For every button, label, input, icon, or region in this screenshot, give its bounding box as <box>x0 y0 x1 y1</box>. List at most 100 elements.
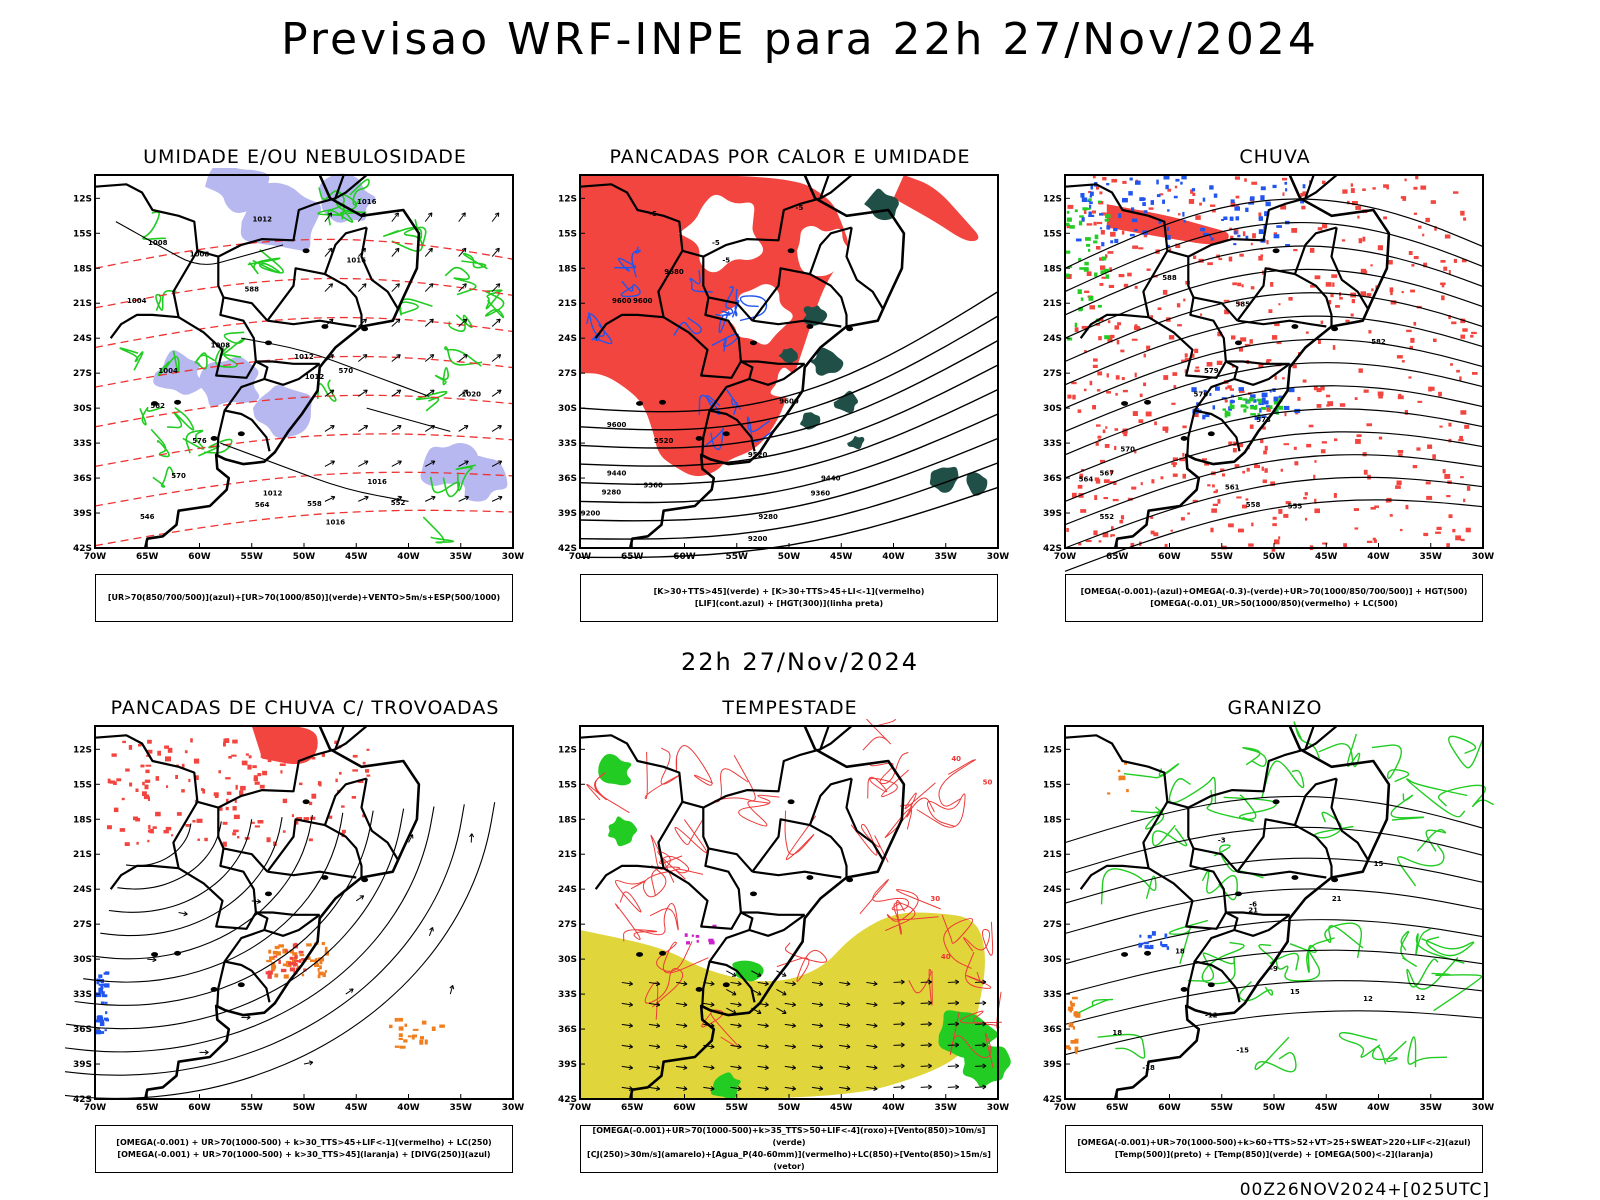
rain-speckle-red <box>1078 542 1082 546</box>
lifted-index-contour <box>673 317 702 336</box>
storm-speckle-red <box>128 745 133 750</box>
lifted-index-contour <box>620 280 641 298</box>
storm-speckle-orange <box>318 957 325 962</box>
rain-speckle-red <box>1102 177 1107 181</box>
wind-vector-850 <box>955 1042 960 1048</box>
rain-speckle-green <box>1066 337 1073 341</box>
rain-speckle-red <box>1390 290 1393 296</box>
contour-label: -3 <box>1218 837 1226 845</box>
lon-label: 40W <box>1367 552 1390 562</box>
storm-speckle-orange <box>398 1033 403 1038</box>
storm-speckle-red <box>222 841 227 847</box>
wind-vector-850 <box>982 979 987 985</box>
rain-speckle-green <box>1097 304 1102 308</box>
wind-vector-850 <box>784 1065 796 1069</box>
rain-speckle-green <box>1093 240 1098 244</box>
wind-vector-850 <box>737 1002 742 1008</box>
pressure-contour <box>115 221 284 265</box>
rain-speckle-red <box>1134 285 1138 289</box>
streamline-arrow <box>469 833 475 838</box>
rain-speckle-red <box>1466 486 1471 491</box>
rain-speckle-red <box>1103 497 1108 500</box>
streamline-850-red <box>916 793 966 828</box>
rain-speckle-blue <box>1235 216 1240 221</box>
lat-label: 12S <box>73 745 92 755</box>
storm-speckle-red <box>147 839 150 843</box>
rain-speckle-red <box>1415 175 1419 180</box>
rain-speckle-red <box>1268 309 1273 313</box>
wind-vector <box>396 389 402 394</box>
wind-vector-850 <box>730 981 742 985</box>
wind-vector <box>328 283 334 288</box>
humidity-1000-850-contour <box>415 390 448 412</box>
storm-speckle-red <box>352 754 358 758</box>
wind-vector <box>491 425 502 432</box>
wind-vector-850 <box>982 1021 987 1027</box>
rain-speckle-red <box>1238 528 1244 533</box>
rain-speckle-blue <box>1156 179 1159 185</box>
rain-speckle-blue <box>1230 199 1235 203</box>
wind-vector <box>394 212 399 217</box>
storm-speckle-red <box>257 820 264 824</box>
lat-label: 18S <box>73 815 92 825</box>
height-300-contour <box>579 388 999 486</box>
wind-vector-850 <box>757 1065 769 1069</box>
streamline-250 <box>74 810 374 1006</box>
wind-vector-850 <box>764 1023 769 1029</box>
storm-speckle-red <box>145 769 150 774</box>
contour-label: 588 <box>1162 274 1177 282</box>
lat-label: 33S <box>73 439 92 449</box>
rain-speckle-red <box>1098 540 1102 543</box>
storm-speckle-orange <box>439 1024 445 1028</box>
rain-speckle-red <box>1193 255 1197 259</box>
streamline-arrow <box>428 927 434 936</box>
contour-label: -5 <box>722 256 730 264</box>
rain-speckle-green <box>1243 408 1247 413</box>
rain-speckle-red <box>1459 435 1463 441</box>
rain-speckle-red <box>1314 498 1317 504</box>
wind-vector <box>330 425 335 430</box>
wind-vector-850 <box>676 1086 688 1090</box>
coastline <box>143 725 421 1100</box>
state-border <box>1304 725 1338 751</box>
lake-marker <box>1207 982 1215 988</box>
rain-speckle-green <box>1065 250 1071 254</box>
contour-label: 570 <box>338 367 353 375</box>
wind-vector-850 <box>947 1086 959 1088</box>
wind-vector-850 <box>703 1002 715 1006</box>
state-border <box>324 273 363 327</box>
storm-speckle-red <box>195 775 199 780</box>
temp-850-contour <box>1338 1032 1381 1058</box>
rain-speckle-red <box>1084 290 1090 293</box>
contour-label: 18 <box>1175 947 1185 955</box>
wind-vector <box>458 389 468 397</box>
contour-label: 30 <box>930 895 940 903</box>
rain-speckle-blue <box>1156 194 1161 198</box>
lat-label: 36S <box>1043 1025 1062 1035</box>
rain-speckle-red <box>1237 282 1242 287</box>
wind-vector-850 <box>791 1023 797 1029</box>
rain-speckle-red <box>1460 476 1464 479</box>
contour-label: 558 <box>1246 501 1261 509</box>
rain-speckle-red <box>1157 307 1162 310</box>
storm-speckle-red <box>109 780 116 784</box>
rain-speckle-blue <box>1183 219 1186 223</box>
rain-speckle-red <box>1374 505 1379 508</box>
wind-vector-850 <box>947 981 959 983</box>
lifted-index-contour <box>739 295 768 322</box>
rain-speckle-red <box>1471 331 1477 335</box>
lat-label: 39S <box>73 1060 92 1070</box>
wind-vector <box>395 283 400 288</box>
contour-label: 1012 <box>252 216 272 224</box>
streamline-arrow <box>256 898 262 904</box>
wind-vector-850 <box>955 1084 960 1090</box>
storm-speckle-red <box>135 817 141 822</box>
streamline-250 <box>65 802 496 1099</box>
wind-vector-850 <box>731 990 737 996</box>
rain-speckle-red <box>1322 180 1326 185</box>
rain-speckle-red <box>1441 295 1445 301</box>
state-border <box>217 725 345 809</box>
storm-speckle-red <box>366 774 371 777</box>
temp-850-contour <box>1261 760 1305 798</box>
rain-speckle-red <box>1402 196 1407 201</box>
